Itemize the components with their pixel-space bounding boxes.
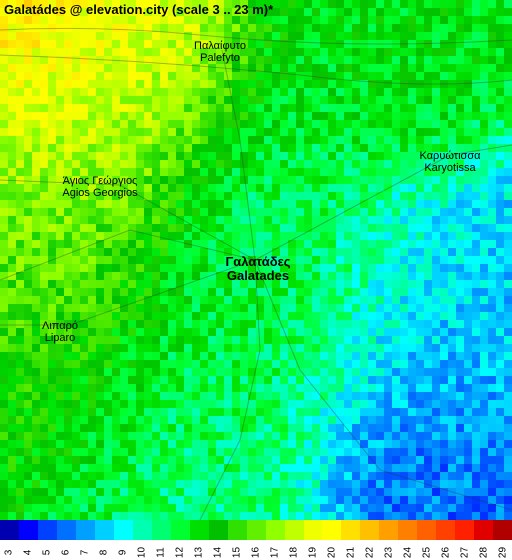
legend-color [114, 520, 133, 540]
legend-color [171, 520, 190, 540]
legend-color [417, 520, 436, 540]
legend-value: 17 [270, 547, 281, 558]
legend-value: 25 [421, 547, 432, 558]
legend-color [133, 520, 152, 540]
legend-value: 18 [289, 547, 300, 558]
legend-color [190, 520, 209, 540]
legend-item: 6 [57, 520, 76, 560]
legend-value: 21 [345, 547, 356, 558]
legend-color [19, 520, 38, 540]
legend-color [285, 520, 304, 540]
legend-color [0, 520, 19, 540]
legend-value: 3 [4, 550, 15, 556]
legend-item: 14 [209, 520, 228, 560]
legend-item: 24 [398, 520, 417, 560]
legend-value: 15 [232, 547, 243, 558]
legend-value: 27 [459, 547, 470, 558]
legend-item: 13 [190, 520, 209, 560]
legend-item: 11 [152, 520, 171, 560]
legend-value: 29 [497, 547, 508, 558]
legend-value: 14 [213, 547, 224, 558]
page-title: Galatádes @ elevation.city (scale 3 .. 2… [4, 2, 273, 17]
legend-item: 5 [38, 520, 57, 560]
legend-item: 28 [474, 520, 493, 560]
legend-color [322, 520, 341, 540]
legend-item: 22 [360, 520, 379, 560]
legend-color [266, 520, 285, 540]
legend-color [95, 520, 114, 540]
legend-value: 16 [251, 547, 262, 558]
legend-color [228, 520, 247, 540]
legend-color [304, 520, 323, 540]
legend-value: 6 [61, 550, 72, 556]
legend-color [57, 520, 76, 540]
legend-color [436, 520, 455, 540]
color-legend: 3 4 5 6 7 8 9 10 11 12 13 14 15 16 17 18 19 20 21 22 23 24 25 2… [0, 520, 512, 560]
legend-item: 7 [76, 520, 95, 560]
legend-color [398, 520, 417, 540]
legend-color [474, 520, 493, 540]
legend-value: 4 [23, 550, 34, 556]
legend-value: 28 [478, 547, 489, 558]
legend-color [360, 520, 379, 540]
legend-item: 21 [341, 520, 360, 560]
legend-value: 19 [307, 547, 318, 558]
legend-item: 12 [171, 520, 190, 560]
legend-item: 9 [114, 520, 133, 560]
legend-value: 10 [137, 547, 148, 558]
legend-value: 8 [99, 550, 110, 556]
legend-item: 23 [379, 520, 398, 560]
legend-value: 9 [118, 550, 129, 556]
legend-item: 26 [436, 520, 455, 560]
legend-value: 20 [326, 547, 337, 558]
legend-value: 24 [402, 547, 413, 558]
legend-color [379, 520, 398, 540]
legend-item: 27 [455, 520, 474, 560]
legend-color [493, 520, 512, 540]
legend-item: 16 [247, 520, 266, 560]
legend-item: 8 [95, 520, 114, 560]
legend-color [76, 520, 95, 540]
legend-item: 17 [266, 520, 285, 560]
legend-color [247, 520, 266, 540]
legend-value: 26 [440, 547, 451, 558]
legend-item: 18 [285, 520, 304, 560]
legend-color [152, 520, 171, 540]
legend-color [38, 520, 57, 540]
legend-value: 23 [383, 547, 394, 558]
legend-color [341, 520, 360, 540]
legend-item: 19 [304, 520, 323, 560]
legend-value: 11 [156, 547, 167, 557]
legend-item: 10 [133, 520, 152, 560]
legend-color [209, 520, 228, 540]
legend-item: 15 [228, 520, 247, 560]
legend-value: 5 [42, 550, 53, 556]
legend-item: 29 [493, 520, 512, 560]
legend-value: 12 [175, 547, 186, 558]
legend-value: 22 [364, 547, 375, 558]
legend-item: 20 [322, 520, 341, 560]
legend-item: 3 [0, 520, 19, 560]
legend-item: 25 [417, 520, 436, 560]
elevation-heatmap: ΠαλαίφυτοPalefytoΆγιος ΓεώργιοςAgios Geo… [0, 0, 512, 520]
legend-color [455, 520, 474, 540]
legend-item: 4 [19, 520, 38, 560]
legend-value: 13 [194, 547, 205, 558]
legend-value: 7 [80, 550, 91, 556]
